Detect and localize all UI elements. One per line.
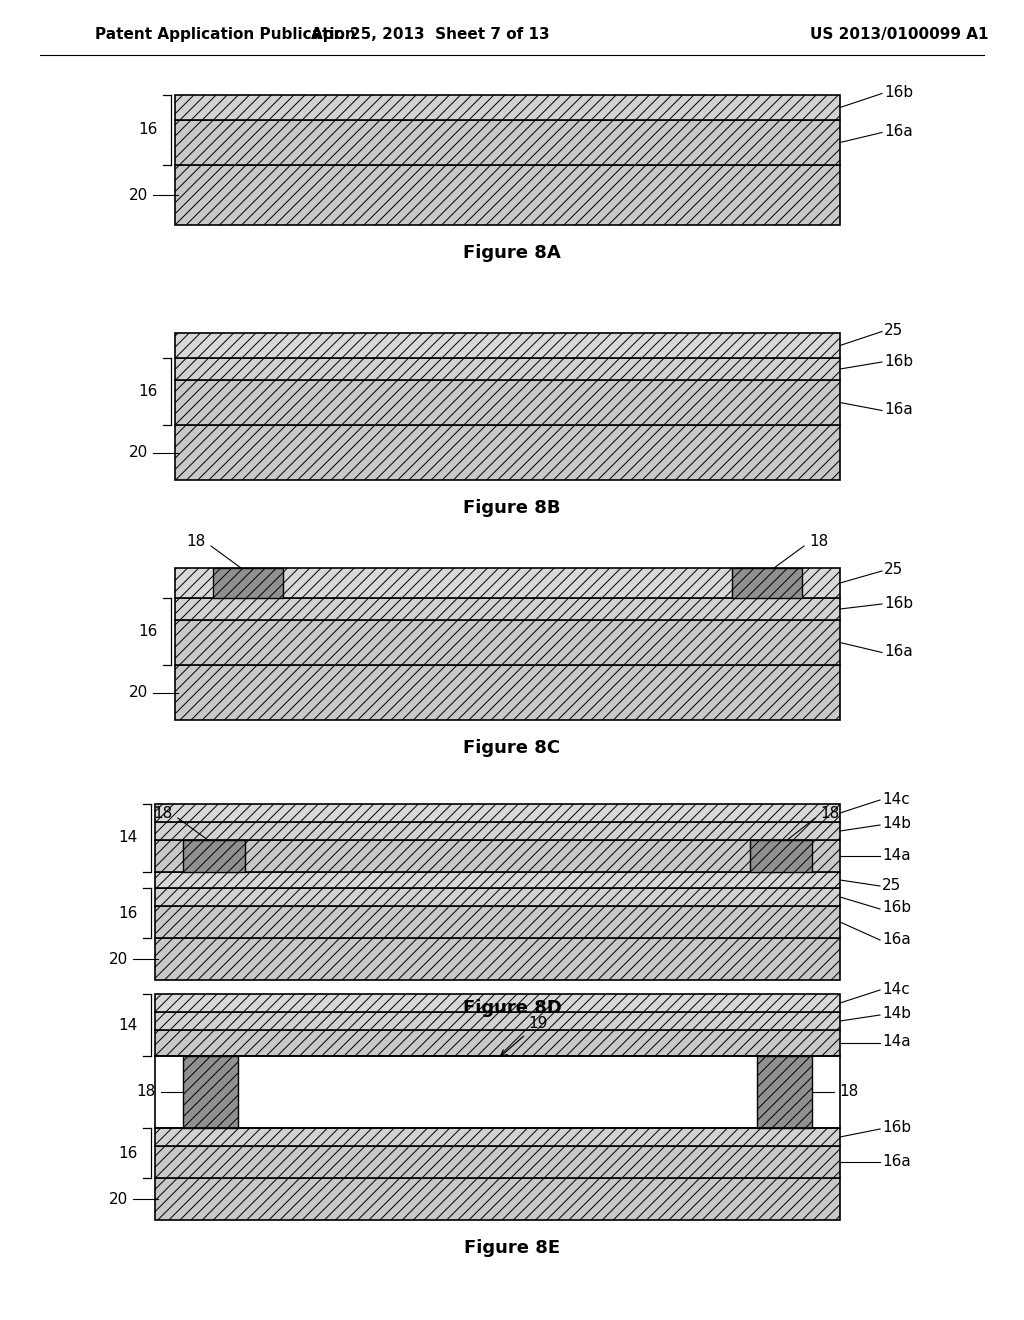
Text: 16b: 16b: [884, 354, 913, 368]
Bar: [155, 994, 840, 1012]
Bar: [183, 840, 245, 873]
Text: 20: 20: [109, 952, 128, 966]
Text: 16: 16: [138, 624, 158, 639]
Text: Figure 8A: Figure 8A: [463, 244, 561, 261]
Bar: [155, 1146, 840, 1177]
Text: Figure 8C: Figure 8C: [464, 739, 560, 756]
Text: 16a: 16a: [882, 932, 910, 946]
Text: 16b: 16b: [884, 595, 913, 610]
Text: 20: 20: [109, 1192, 128, 1206]
Bar: [175, 620, 840, 665]
Text: 25: 25: [882, 878, 901, 892]
Bar: [175, 95, 840, 120]
Bar: [155, 804, 840, 822]
Bar: [750, 840, 812, 873]
Text: 18: 18: [186, 535, 206, 549]
Text: 14b: 14b: [882, 817, 911, 832]
Text: 14c: 14c: [882, 792, 909, 807]
Bar: [175, 665, 840, 719]
Text: Figure 8D: Figure 8D: [463, 999, 561, 1016]
Bar: [155, 873, 840, 888]
Bar: [175, 380, 840, 425]
Text: 20: 20: [129, 445, 148, 459]
Text: 16: 16: [138, 123, 158, 137]
Text: Apr. 25, 2013  Sheet 7 of 13: Apr. 25, 2013 Sheet 7 of 13: [310, 28, 549, 42]
Text: 18: 18: [154, 807, 173, 821]
Text: 16b: 16b: [882, 900, 911, 916]
Bar: [155, 888, 840, 906]
Bar: [155, 1177, 840, 1220]
Text: 16: 16: [138, 384, 158, 399]
Text: 18: 18: [809, 535, 828, 549]
Text: Figure 8B: Figure 8B: [463, 499, 561, 517]
Bar: [155, 840, 840, 873]
Bar: [155, 939, 840, 979]
Text: 18: 18: [839, 1085, 858, 1100]
Text: 16b: 16b: [884, 84, 913, 100]
Text: 16: 16: [119, 906, 138, 920]
Text: 16: 16: [119, 1146, 138, 1160]
Bar: [732, 568, 802, 598]
Text: 14: 14: [119, 830, 138, 846]
Text: 19: 19: [501, 1016, 547, 1056]
Text: 14c: 14c: [882, 982, 909, 997]
Text: 14b: 14b: [882, 1006, 911, 1022]
Bar: [757, 1056, 812, 1129]
Bar: [175, 165, 840, 224]
Text: 16a: 16a: [884, 403, 912, 417]
Text: 14a: 14a: [882, 1035, 910, 1049]
Bar: [175, 120, 840, 165]
Text: 20: 20: [129, 685, 148, 700]
Text: US 2013/0100099 A1: US 2013/0100099 A1: [810, 28, 988, 42]
Bar: [155, 1012, 840, 1030]
Bar: [155, 822, 840, 840]
Bar: [175, 568, 840, 598]
Bar: [213, 568, 283, 598]
Bar: [175, 333, 840, 358]
Text: 18: 18: [820, 807, 840, 821]
Text: 20: 20: [129, 187, 148, 202]
Text: Figure 8E: Figure 8E: [464, 1239, 560, 1257]
Text: 14: 14: [119, 1018, 138, 1032]
Bar: [175, 598, 840, 620]
Text: 14a: 14a: [882, 847, 910, 862]
Text: Patent Application Publication: Patent Application Publication: [95, 28, 355, 42]
Text: 16a: 16a: [884, 644, 912, 659]
Text: 25: 25: [884, 323, 903, 338]
Text: 16b: 16b: [882, 1121, 911, 1135]
Text: 16a: 16a: [884, 124, 912, 139]
Text: 18: 18: [137, 1085, 156, 1100]
Bar: [155, 1030, 840, 1056]
Text: 16a: 16a: [882, 1154, 910, 1168]
Bar: [155, 906, 840, 939]
Text: 25: 25: [884, 562, 903, 578]
Bar: [175, 425, 840, 480]
Bar: [175, 358, 840, 380]
Bar: [155, 1129, 840, 1146]
Bar: [183, 1056, 238, 1129]
